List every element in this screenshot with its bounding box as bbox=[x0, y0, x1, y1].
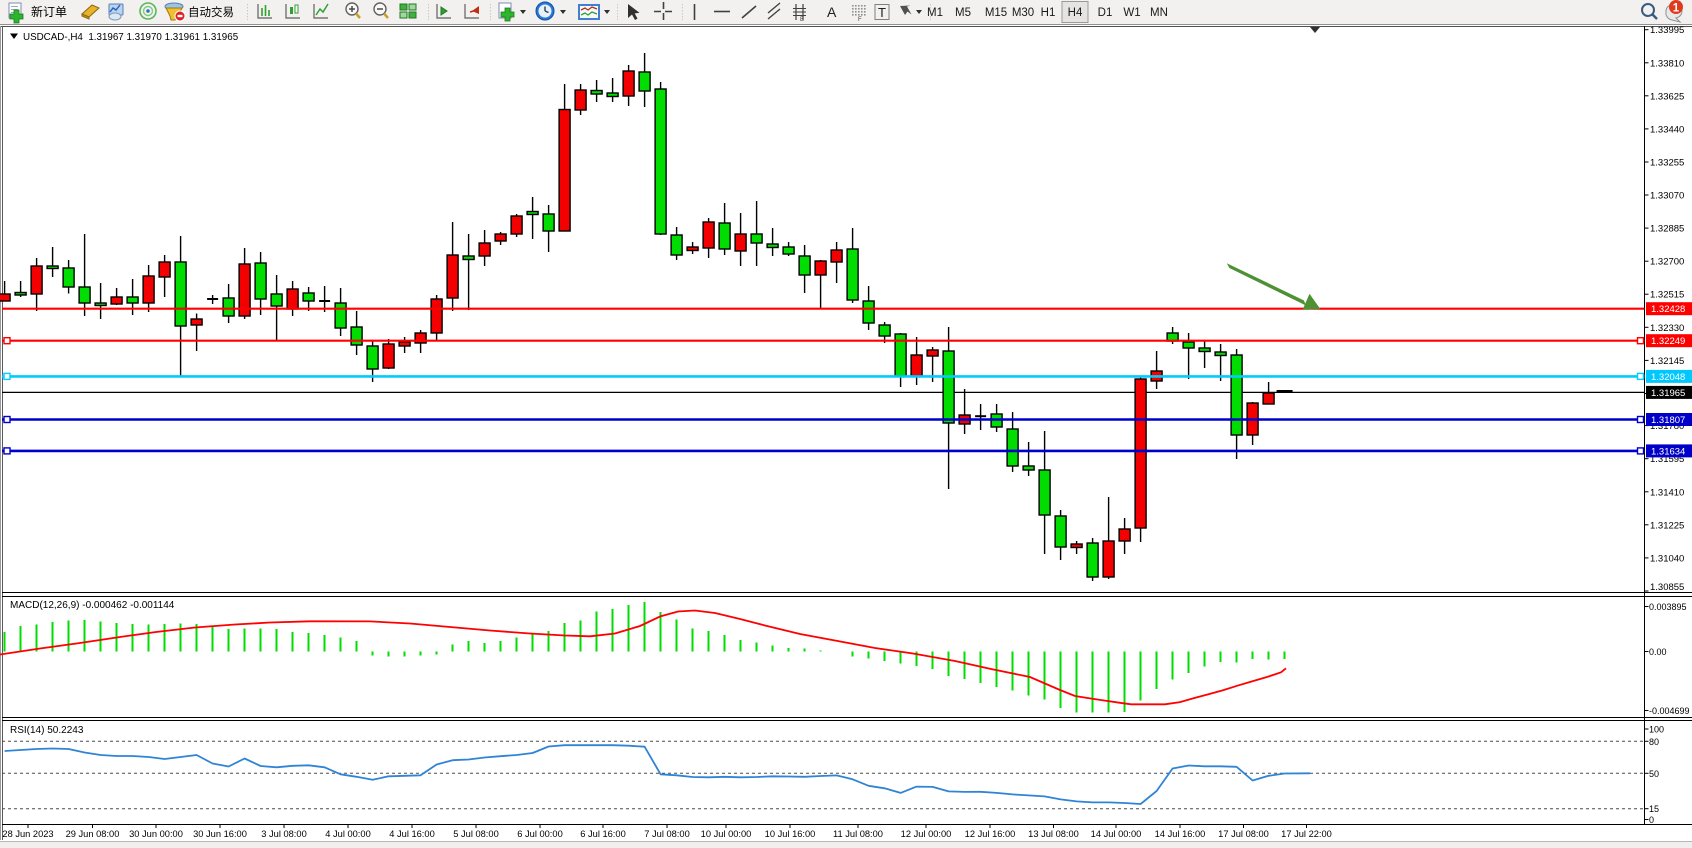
svg-text:W1: W1 bbox=[1123, 7, 1140, 19]
svg-text:5 Jul 08:00: 5 Jul 08:00 bbox=[453, 829, 499, 839]
svg-text:15: 15 bbox=[1649, 804, 1659, 814]
svg-text:6 Jul 16:00: 6 Jul 16:00 bbox=[580, 829, 626, 839]
svg-text:10 Jul 16:00: 10 Jul 16:00 bbox=[765, 829, 816, 839]
svg-text:1.33810: 1.33810 bbox=[1650, 58, 1684, 69]
svg-text:M30: M30 bbox=[1012, 7, 1034, 19]
svg-text:10 Jul 00:00: 10 Jul 00:00 bbox=[701, 829, 752, 839]
svg-text:F: F bbox=[858, 17, 862, 23]
svg-text:1.31225: 1.31225 bbox=[1650, 520, 1684, 531]
svg-text:M15: M15 bbox=[985, 7, 1007, 19]
svg-text:H1: H1 bbox=[1041, 7, 1056, 19]
svg-text:-0.004699: -0.004699 bbox=[1649, 706, 1690, 716]
svg-text:6 Jul 00:00: 6 Jul 00:00 bbox=[517, 829, 563, 839]
svg-text:RSI(14) 50.2243: RSI(14) 50.2243 bbox=[10, 725, 84, 736]
svg-text:A: A bbox=[827, 4, 837, 20]
svg-text:H4: H4 bbox=[1068, 7, 1083, 19]
svg-text:7 Jul 08:00: 7 Jul 08:00 bbox=[644, 829, 690, 839]
svg-text:1.32700: 1.32700 bbox=[1650, 257, 1684, 268]
svg-text:1.32048: 1.32048 bbox=[1651, 372, 1685, 383]
svg-text:1.32249: 1.32249 bbox=[1651, 336, 1685, 347]
svg-text:MN: MN bbox=[1150, 7, 1168, 19]
svg-text:11 Jul 08:00: 11 Jul 08:00 bbox=[833, 829, 883, 839]
svg-text:M5: M5 bbox=[955, 7, 971, 19]
svg-text:1.32885: 1.32885 bbox=[1650, 224, 1684, 235]
svg-text:E: E bbox=[800, 17, 804, 23]
svg-text:1.33995: 1.33995 bbox=[1650, 25, 1684, 36]
svg-text:1.31780: 1.31780 bbox=[1650, 421, 1684, 432]
svg-text:30 Jun 16:00: 30 Jun 16:00 bbox=[193, 829, 247, 839]
svg-text:1.32515: 1.32515 bbox=[1650, 290, 1684, 301]
svg-text:T: T bbox=[878, 5, 886, 20]
svg-text:1.33625: 1.33625 bbox=[1650, 91, 1684, 102]
svg-text:USDCAD-,H4 1.31967 1.31970 1.: USDCAD-,H4 1.31967 1.31970 1.31961 1.319… bbox=[23, 32, 239, 43]
svg-text:0.00: 0.00 bbox=[1649, 647, 1667, 657]
svg-text:M1: M1 bbox=[927, 7, 943, 19]
svg-text:1.31965: 1.31965 bbox=[1651, 388, 1685, 399]
svg-text:17 Jul 22:00: 17 Jul 22:00 bbox=[1281, 829, 1332, 839]
svg-text:14 Jul 16:00: 14 Jul 16:00 bbox=[1155, 829, 1206, 839]
svg-text:1.32428: 1.32428 bbox=[1651, 304, 1685, 315]
svg-text:1.33070: 1.33070 bbox=[1650, 191, 1684, 202]
svg-text:12 Jul 16:00: 12 Jul 16:00 bbox=[965, 829, 1016, 839]
svg-text:0.003895: 0.003895 bbox=[1649, 602, 1687, 612]
svg-text:1.30855: 1.30855 bbox=[1650, 582, 1684, 593]
svg-text:13 Jul 08:00: 13 Jul 08:00 bbox=[1028, 829, 1079, 839]
svg-text:29 Jun 08:00: 29 Jun 08:00 bbox=[66, 829, 120, 839]
svg-text:1: 1 bbox=[1673, 3, 1680, 15]
svg-text:1.31410: 1.31410 bbox=[1650, 487, 1684, 498]
svg-text:80: 80 bbox=[1649, 737, 1659, 747]
svg-text:1.31040: 1.31040 bbox=[1650, 553, 1684, 564]
svg-text:1.31634: 1.31634 bbox=[1651, 446, 1685, 457]
svg-text:新订单: 新订单 bbox=[31, 4, 67, 19]
svg-text:1.31595: 1.31595 bbox=[1650, 454, 1684, 465]
svg-text:50: 50 bbox=[1649, 769, 1659, 779]
svg-text:17 Jul 08:00: 17 Jul 08:00 bbox=[1218, 829, 1269, 839]
svg-text:0: 0 bbox=[1649, 815, 1654, 825]
svg-text:4 Jul 16:00: 4 Jul 16:00 bbox=[389, 829, 435, 839]
svg-text:1.32145: 1.32145 bbox=[1650, 356, 1684, 367]
svg-text:1.33440: 1.33440 bbox=[1650, 124, 1684, 135]
svg-text:D1: D1 bbox=[1098, 7, 1113, 19]
svg-text:100: 100 bbox=[1649, 725, 1664, 735]
svg-text:1.32330: 1.32330 bbox=[1650, 323, 1684, 334]
svg-text:3 Jul 08:00: 3 Jul 08:00 bbox=[261, 829, 307, 839]
svg-text:28 Jun 2023: 28 Jun 2023 bbox=[2, 829, 53, 839]
svg-text:自动交易: 自动交易 bbox=[188, 5, 234, 19]
svg-text:1.31807: 1.31807 bbox=[1651, 415, 1685, 426]
svg-text:14 Jul 00:00: 14 Jul 00:00 bbox=[1091, 829, 1142, 839]
svg-text:12 Jul 00:00: 12 Jul 00:00 bbox=[901, 829, 952, 839]
svg-text:1.33255: 1.33255 bbox=[1650, 158, 1684, 169]
svg-text:MACD(12,26,9) -0.000462 -0.001: MACD(12,26,9) -0.000462 -0.001144 bbox=[10, 600, 175, 611]
svg-text:30 Jun 00:00: 30 Jun 00:00 bbox=[129, 829, 183, 839]
svg-text:4 Jul 00:00: 4 Jul 00:00 bbox=[325, 829, 371, 839]
